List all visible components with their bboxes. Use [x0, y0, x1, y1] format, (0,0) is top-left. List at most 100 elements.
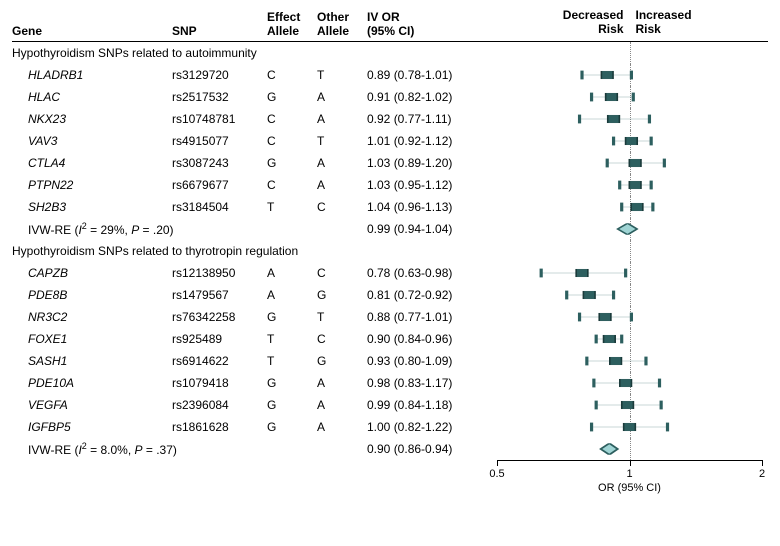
- or-cell: 0.92 (0.77-1.11): [367, 112, 497, 126]
- plot-cell: [497, 372, 762, 394]
- summary-or: 0.99 (0.94-1.04): [367, 222, 497, 236]
- summary-label: IVW-RE (I2 = 8.0%, P = .37): [12, 441, 367, 457]
- plot-cell: [497, 218, 762, 240]
- gene-cell: SH2B3: [12, 200, 172, 214]
- effect-cell: G: [267, 376, 317, 390]
- or-cell: 1.00 (0.82-1.22): [367, 420, 497, 434]
- plot-cell: [497, 416, 762, 438]
- axis-area: OR (95% CI) 0.5 1 2: [12, 460, 768, 496]
- summary-row: IVW-RE (I2 = 29%, P = .20) 0.99 (0.94-1.…: [12, 218, 768, 240]
- snp-cell: rs10748781: [172, 112, 267, 126]
- or-cell: 0.98 (0.83-1.17): [367, 376, 497, 390]
- axis-tick-label: 0.5: [489, 468, 504, 480]
- effect-cell: C: [267, 178, 317, 192]
- rows-container: Hypothyroidism SNPs related to autoimmun…: [12, 42, 768, 460]
- axis-tick-label: 2: [759, 468, 765, 480]
- other-cell: G: [317, 354, 367, 368]
- other-cell: T: [317, 134, 367, 148]
- gene-cell: CAPZB: [12, 266, 172, 280]
- table-row: PTPN22 rs6679677 C A 1.03 (0.95-1.12): [12, 174, 768, 196]
- plot-cell: [497, 394, 762, 416]
- col-gene: Gene: [12, 24, 172, 38]
- section-title-text: Hypothyroidism SNPs related to thyrotrop…: [12, 244, 497, 258]
- effect-cell: G: [267, 420, 317, 434]
- or-cell: 1.01 (0.92-1.12): [367, 134, 497, 148]
- table-row: SH2B3 rs3184504 T C 1.04 (0.96-1.13): [12, 196, 768, 218]
- table-row: VAV3 rs4915077 C T 1.01 (0.92-1.12): [12, 130, 768, 152]
- snp-cell: rs3184504: [172, 200, 267, 214]
- gene-cell: PDE10A: [12, 376, 172, 390]
- other-cell: C: [317, 332, 367, 346]
- gene-cell: PTPN22: [12, 178, 172, 192]
- snp-cell: rs3087243: [172, 156, 267, 170]
- gene-cell: SASH1: [12, 354, 172, 368]
- effect-cell: G: [267, 156, 317, 170]
- gene-cell: HLADRB1: [12, 68, 172, 82]
- plot-cell: [497, 306, 762, 328]
- col-plot-header: Decreased Risk Increased Risk: [497, 8, 762, 38]
- other-cell: A: [317, 156, 367, 170]
- col-effect: Effect Allele: [267, 10, 317, 38]
- or-cell: 0.89 (0.78-1.01): [367, 68, 497, 82]
- col-other: Other Allele: [317, 10, 367, 38]
- axis-plot: OR (95% CI) 0.512: [497, 460, 762, 496]
- or-cell: 0.88 (0.77-1.01): [367, 310, 497, 324]
- table-row: CAPZB rs12138950 A C 0.78 (0.63-0.98): [12, 262, 768, 284]
- snp-cell: rs1479567: [172, 288, 267, 302]
- section-title-text: Hypothyroidism SNPs related to autoimmun…: [12, 46, 497, 60]
- gene-cell: NR3C2: [12, 310, 172, 324]
- snp-cell: rs12138950: [172, 266, 267, 280]
- section-title: Hypothyroidism SNPs related to autoimmun…: [12, 42, 768, 64]
- effect-cell: C: [267, 112, 317, 126]
- or-cell: 0.91 (0.82-1.02): [367, 90, 497, 104]
- increased-risk-label: Increased Risk: [630, 8, 763, 36]
- table-row: HLAC rs2517532 G A 0.91 (0.82-1.02): [12, 86, 768, 108]
- effect-cell: C: [267, 134, 317, 148]
- plot-cell: [497, 174, 762, 196]
- plot-cell: [497, 438, 762, 460]
- plot-cell: [497, 108, 762, 130]
- other-cell: A: [317, 90, 367, 104]
- plot-cell: [497, 240, 762, 262]
- gene-cell: CTLA4: [12, 156, 172, 170]
- snp-cell: rs2396084: [172, 398, 267, 412]
- other-cell: A: [317, 112, 367, 126]
- other-cell: C: [317, 266, 367, 280]
- section-title: Hypothyroidism SNPs related to thyrotrop…: [12, 240, 768, 262]
- gene-cell: NKX23: [12, 112, 172, 126]
- snp-cell: rs1079418: [172, 376, 267, 390]
- effect-cell: A: [267, 266, 317, 280]
- table-row: NKX23 rs10748781 C A 0.92 (0.77-1.11): [12, 108, 768, 130]
- or-cell: 0.78 (0.63-0.98): [367, 266, 497, 280]
- or-cell: 1.03 (0.89-1.20): [367, 156, 497, 170]
- other-cell: A: [317, 178, 367, 192]
- effect-cell: C: [267, 68, 317, 82]
- plot-cell: [497, 350, 762, 372]
- gene-cell: IGFBP5: [12, 420, 172, 434]
- summary-label: IVW-RE (I2 = 29%, P = .20): [12, 221, 367, 237]
- axis-tick-label: 1: [626, 468, 632, 480]
- other-cell: G: [317, 288, 367, 302]
- plot-cell: [497, 42, 762, 64]
- or-cell: 0.93 (0.80-1.09): [367, 354, 497, 368]
- effect-cell: T: [267, 332, 317, 346]
- other-cell: A: [317, 376, 367, 390]
- header-row: Gene SNP Effect Allele Other Allele IV O…: [12, 8, 768, 42]
- plot-cell: [497, 328, 762, 350]
- axis-tick: [497, 460, 498, 466]
- effect-cell: A: [267, 288, 317, 302]
- axis-title: OR (95% CI): [497, 482, 762, 494]
- other-cell: T: [317, 68, 367, 82]
- snp-cell: rs4915077: [172, 134, 267, 148]
- table-row: PDE10A rs1079418 G A 0.98 (0.83-1.17): [12, 372, 768, 394]
- table-row: FOXE1 rs925489 T C 0.90 (0.84-0.96): [12, 328, 768, 350]
- plot-cell: [497, 262, 762, 284]
- col-ivor: IV OR (95% CI): [367, 10, 497, 38]
- table-row: PDE8B rs1479567 A G 0.81 (0.72-0.92): [12, 284, 768, 306]
- snp-cell: rs6914622: [172, 354, 267, 368]
- table-row: NR3C2 rs76342258 G T 0.88 (0.77-1.01): [12, 306, 768, 328]
- summary-or: 0.90 (0.86-0.94): [367, 442, 497, 456]
- plot-cell: [497, 152, 762, 174]
- gene-cell: VEGFA: [12, 398, 172, 412]
- plot-cell: [497, 64, 762, 86]
